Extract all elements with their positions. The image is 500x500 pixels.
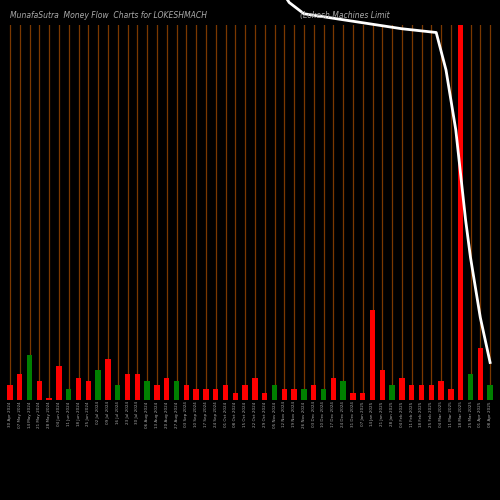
Bar bbox=[96, 370, 101, 400]
Bar bbox=[232, 392, 238, 400]
Bar bbox=[223, 385, 228, 400]
Bar bbox=[134, 374, 140, 400]
Bar bbox=[321, 389, 326, 400]
Bar bbox=[27, 355, 32, 400]
Text: (Lokesh Machines Limit: (Lokesh Machines Limit bbox=[300, 11, 390, 20]
Bar bbox=[458, 25, 464, 400]
Bar bbox=[301, 389, 306, 400]
Bar bbox=[478, 348, 483, 400]
Bar bbox=[46, 398, 52, 400]
Bar bbox=[125, 374, 130, 400]
Bar bbox=[213, 389, 218, 400]
Text: MunafaSutra  Money Flow  Charts for LOKESHMACH: MunafaSutra Money Flow Charts for LOKESH… bbox=[10, 11, 207, 20]
Bar bbox=[419, 385, 424, 400]
Bar bbox=[164, 378, 170, 400]
Bar bbox=[448, 389, 454, 400]
Bar bbox=[399, 378, 404, 400]
Bar bbox=[105, 359, 110, 400]
Bar bbox=[203, 389, 208, 400]
Bar bbox=[370, 310, 375, 400]
Bar bbox=[311, 385, 316, 400]
Bar bbox=[184, 385, 189, 400]
Bar bbox=[194, 389, 199, 400]
Bar bbox=[66, 389, 71, 400]
Bar bbox=[262, 392, 268, 400]
Bar bbox=[340, 382, 346, 400]
Bar bbox=[438, 382, 444, 400]
Bar bbox=[174, 382, 179, 400]
Bar bbox=[272, 385, 277, 400]
Bar bbox=[76, 378, 81, 400]
Bar bbox=[330, 378, 336, 400]
Bar bbox=[86, 382, 91, 400]
Bar bbox=[115, 385, 120, 400]
Bar bbox=[242, 385, 248, 400]
Bar bbox=[428, 385, 434, 400]
Bar bbox=[292, 389, 297, 400]
Bar bbox=[468, 374, 473, 400]
Bar bbox=[390, 385, 395, 400]
Bar bbox=[380, 370, 385, 400]
Bar bbox=[36, 382, 42, 400]
Bar bbox=[350, 392, 356, 400]
Bar bbox=[252, 378, 258, 400]
Bar bbox=[154, 385, 160, 400]
Bar bbox=[144, 382, 150, 400]
Bar bbox=[7, 385, 12, 400]
Bar bbox=[282, 389, 287, 400]
Bar bbox=[360, 392, 366, 400]
Bar bbox=[17, 374, 22, 400]
Bar bbox=[488, 385, 493, 400]
Bar bbox=[56, 366, 62, 400]
Bar bbox=[409, 385, 414, 400]
